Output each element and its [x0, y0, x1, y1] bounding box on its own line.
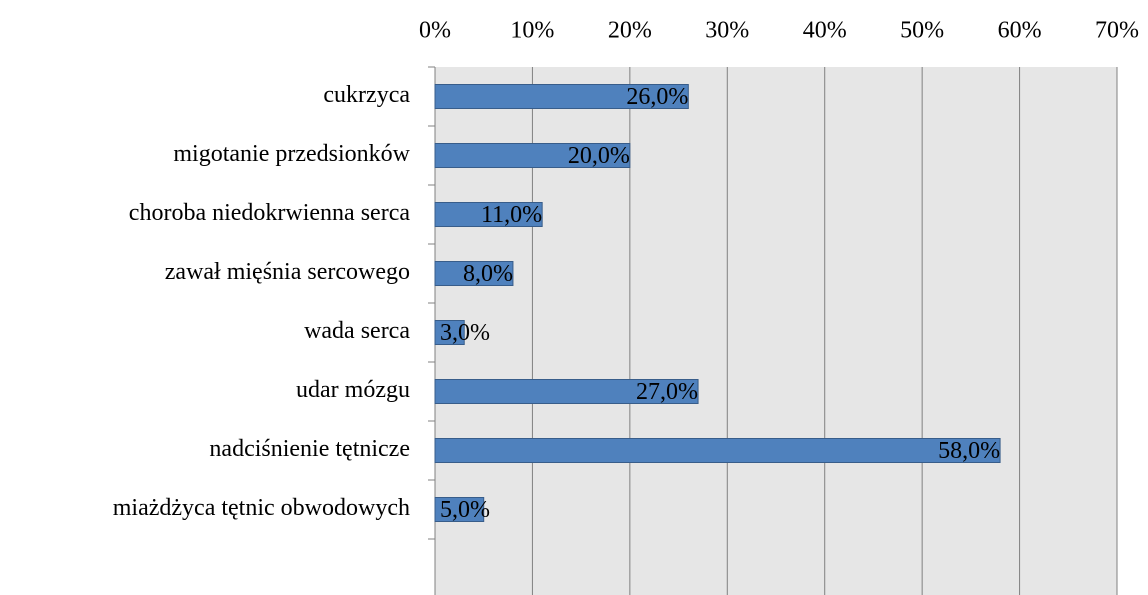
x-tick-label: 70% [1095, 18, 1139, 44]
data-label: 11,0% [481, 202, 542, 228]
bar [434, 202, 543, 227]
bar [434, 497, 485, 522]
y-tick-label: migotanie przedsionków [173, 141, 410, 167]
y-tick-label: cukrzyca [323, 82, 410, 108]
y-tick-label: miażdżyca tętnic obwodowych [113, 495, 410, 521]
bar [434, 438, 1001, 463]
y-tick-label: wada serca [304, 318, 410, 344]
bar [434, 320, 465, 345]
data-label: 3,0% [440, 320, 490, 346]
x-tick-label: 30% [705, 18, 749, 44]
x-tick-label: 0% [419, 18, 451, 44]
data-label: 26,0% [626, 84, 688, 110]
data-label: 5,0% [440, 497, 490, 523]
y-tick-label: nadciśnienie tętnicze [209, 436, 410, 462]
x-tick-label: 10% [510, 18, 554, 44]
y-tick-label: udar mózgu [296, 377, 410, 403]
data-label: 8,0% [463, 261, 513, 287]
x-tick-label: 20% [608, 18, 652, 44]
x-tick-label: 60% [998, 18, 1042, 44]
data-label: 58,0% [938, 438, 1000, 464]
bar [434, 261, 514, 286]
x-tick-label: 50% [900, 18, 944, 44]
data-label: 20,0% [568, 143, 630, 169]
bar [434, 143, 631, 168]
bar [434, 84, 689, 109]
y-tick-label: choroba niedokrwienna serca [129, 200, 411, 226]
bar [434, 379, 699, 404]
data-label: 27,0% [636, 379, 698, 405]
x-tick-label: 40% [803, 18, 847, 44]
y-tick-label: zawał mięśnia sercowego [165, 259, 410, 285]
